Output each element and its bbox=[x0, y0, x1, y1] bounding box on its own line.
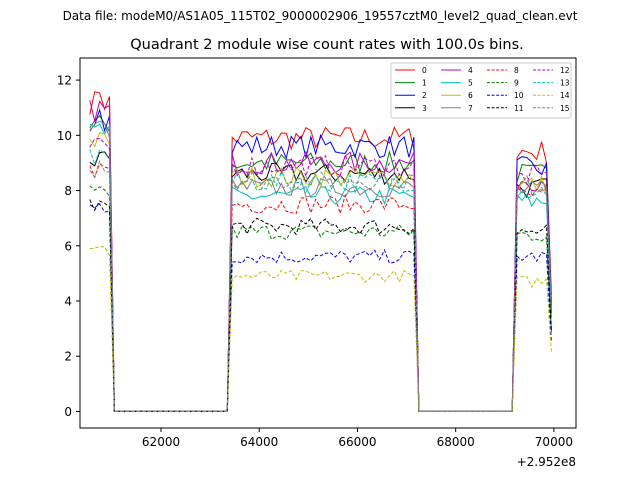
legend-box bbox=[390, 62, 572, 119]
legend-label: 3 bbox=[422, 104, 427, 113]
legend-label: 0 bbox=[422, 66, 427, 75]
y-tick-label: 0 bbox=[64, 405, 72, 419]
chart-title: Quadrant 2 module wise count rates with … bbox=[130, 37, 524, 53]
legend-label: 5 bbox=[468, 79, 473, 88]
series-line-14 bbox=[89, 245, 552, 412]
y-tick-label: 12 bbox=[57, 74, 72, 88]
legend-label: 9 bbox=[514, 79, 519, 88]
legend-label: 15 bbox=[560, 104, 570, 113]
legend-label: 4 bbox=[468, 66, 473, 75]
y-tick-label: 8 bbox=[64, 184, 72, 198]
legend-label: 8 bbox=[514, 66, 519, 75]
series-line-10 bbox=[89, 203, 552, 412]
legend-label: 7 bbox=[468, 104, 473, 113]
series-line-6 bbox=[89, 132, 552, 412]
series-line-9 bbox=[89, 185, 552, 412]
series-line-7 bbox=[89, 120, 552, 412]
legend-label: 2 bbox=[422, 91, 427, 100]
chart-suptitle: Data file: modeM0/AS1A05_115T02_90000029… bbox=[63, 9, 578, 23]
legend-label: 13 bbox=[560, 79, 570, 88]
x-tick-label: 68000 bbox=[437, 435, 475, 449]
series-line-8 bbox=[89, 163, 552, 412]
series-layer bbox=[89, 91, 552, 412]
legend-label: 10 bbox=[514, 91, 524, 100]
y-tick-label: 4 bbox=[64, 294, 72, 308]
x-tick-label: 64000 bbox=[240, 435, 278, 449]
series-line-13 bbox=[89, 149, 552, 412]
legend-label: 12 bbox=[560, 66, 570, 75]
series-line-5 bbox=[89, 123, 552, 412]
series-line-0 bbox=[89, 91, 552, 412]
x-offset-label: +2.952e8 bbox=[517, 455, 576, 469]
series-line-2 bbox=[89, 108, 552, 412]
series-line-3 bbox=[89, 151, 552, 412]
legend-label: 11 bbox=[514, 104, 524, 113]
series-line-15 bbox=[89, 159, 552, 412]
series-line-11 bbox=[89, 199, 552, 412]
y-tick-label: 2 bbox=[64, 350, 72, 364]
plot-frame bbox=[79, 57, 577, 429]
y-tick-label: 10 bbox=[57, 129, 72, 143]
legend-label: 14 bbox=[560, 91, 570, 100]
x-tick-label: 66000 bbox=[338, 435, 376, 449]
x-tick-label: 62000 bbox=[142, 435, 180, 449]
x-tick-label: 70000 bbox=[535, 435, 573, 449]
legend-label: 1 bbox=[422, 79, 427, 88]
legend-label: 6 bbox=[468, 91, 473, 100]
y-tick-label: 6 bbox=[64, 239, 72, 253]
